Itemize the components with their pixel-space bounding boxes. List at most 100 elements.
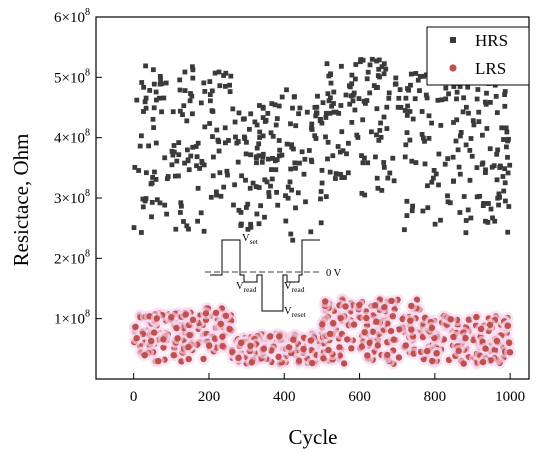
- hrs-point: [221, 184, 227, 190]
- hrs-point: [349, 120, 355, 125]
- legend-hrs-label: HRS: [475, 31, 508, 50]
- hrs-point: [365, 160, 371, 166]
- hrs-point: [381, 61, 387, 67]
- lrs-point: [153, 315, 160, 322]
- hrs-point: [502, 103, 508, 109]
- y-tick-label: 1×108: [54, 309, 90, 328]
- y-axis-label: Resictace, Ohm: [9, 134, 33, 267]
- hrs-point: [190, 111, 195, 117]
- hrs-point: [242, 134, 247, 140]
- lrs-point: [340, 360, 348, 367]
- hrs-point: [194, 154, 200, 160]
- hrs-point: [451, 178, 456, 184]
- y-tick-label: 6×108: [54, 7, 90, 26]
- hrs-point: [367, 62, 373, 68]
- hrs-point: [225, 172, 230, 178]
- hrs-point: [226, 138, 231, 143]
- hrs-point: [232, 182, 237, 188]
- lrs-point: [479, 358, 487, 366]
- hrs-point: [435, 97, 441, 103]
- hrs-point: [217, 83, 223, 89]
- hrs-point: [323, 115, 329, 120]
- hrs-point: [215, 137, 221, 143]
- hrs-point: [417, 74, 423, 79]
- hrs-point: [335, 144, 341, 149]
- inset-label-vreset: Vreset: [284, 306, 307, 319]
- hrs-point: [187, 98, 193, 104]
- hrs-point: [331, 101, 336, 106]
- hrs-point: [297, 105, 303, 111]
- hrs-point: [170, 152, 176, 158]
- hrs-point: [208, 98, 213, 104]
- hrs-point: [422, 161, 428, 167]
- hrs-point: [483, 170, 488, 175]
- hrs-point: [325, 156, 330, 162]
- hrs-point: [295, 190, 301, 196]
- hrs-point: [494, 151, 500, 157]
- lrs-point: [477, 325, 485, 333]
- hrs-point: [403, 142, 409, 148]
- lrs-point: [141, 352, 148, 359]
- hrs-point: [327, 110, 333, 116]
- lrs-point: [342, 303, 349, 310]
- lrs-point: [185, 355, 192, 363]
- hrs-point: [404, 130, 410, 135]
- hrs-point: [339, 175, 345, 180]
- hrs-point: [353, 76, 358, 82]
- x-tick-label: 400: [273, 389, 296, 405]
- hrs-point: [207, 79, 213, 84]
- hrs-point: [275, 202, 281, 208]
- hrs-point: [344, 151, 349, 157]
- lrs-point: [447, 316, 454, 323]
- lrs-point: [300, 345, 307, 353]
- lrs-point: [319, 321, 326, 328]
- hrs-point: [169, 162, 175, 168]
- hrs-point: [490, 215, 495, 221]
- hrs-point: [304, 109, 310, 115]
- hrs-point: [451, 84, 457, 89]
- hrs-point: [369, 129, 374, 135]
- hrs-point: [333, 171, 339, 176]
- hrs-point: [164, 211, 169, 217]
- hrs-point: [194, 163, 199, 169]
- hrs-point: [503, 125, 509, 131]
- hrs-point: [507, 162, 513, 168]
- legend-lrs-label: LRS: [475, 59, 506, 78]
- hrs-point: [262, 177, 268, 183]
- hrs-point: [371, 83, 377, 88]
- hrs-point: [312, 133, 318, 139]
- hrs-point: [362, 155, 367, 161]
- hrs-point: [506, 204, 512, 209]
- hrs-point: [178, 200, 184, 206]
- hrs-point: [227, 82, 232, 88]
- hrs-point: [136, 168, 141, 173]
- hrs-point: [141, 109, 146, 114]
- hrs-point: [139, 80, 145, 85]
- hrs-point: [223, 84, 228, 89]
- hrs-point: [209, 108, 215, 113]
- hrs-point: [157, 74, 163, 79]
- lrs-point: [506, 339, 513, 347]
- hrs-point: [328, 95, 333, 101]
- hrs-point: [358, 59, 363, 65]
- lrs-point: [226, 325, 233, 333]
- hrs-point: [431, 168, 437, 173]
- lrs-point: [350, 321, 358, 328]
- hrs-point: [163, 80, 169, 86]
- hrs-point: [376, 57, 382, 63]
- hrs-point: [176, 173, 181, 179]
- hrs-point: [504, 144, 509, 150]
- hrs-point: [162, 155, 168, 161]
- hrs-point: [302, 156, 308, 162]
- hrs-point: [256, 153, 262, 159]
- hrs-point: [283, 218, 289, 224]
- lrs-point: [361, 329, 368, 336]
- legend-hrs-marker: [450, 37, 456, 43]
- hrs-point: [406, 87, 411, 93]
- hrs-point: [402, 154, 408, 160]
- hrs-point: [312, 105, 318, 110]
- hrs-point: [285, 195, 291, 201]
- lrs-point: [504, 322, 512, 329]
- hrs-point: [248, 224, 254, 230]
- hrs-point: [502, 89, 508, 94]
